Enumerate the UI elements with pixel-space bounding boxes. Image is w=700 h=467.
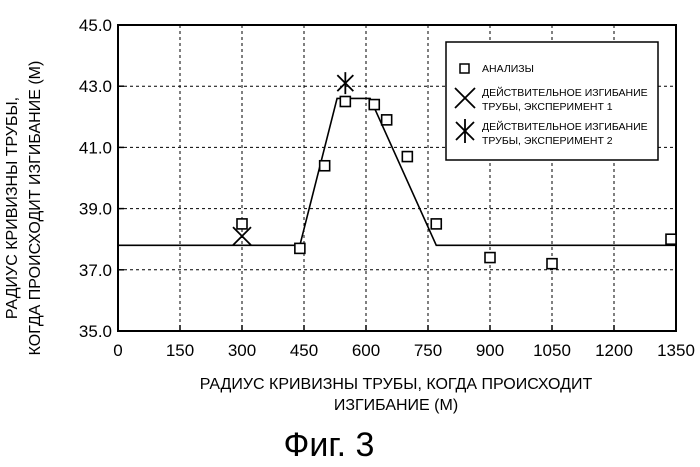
series-0-point-0	[237, 219, 247, 229]
series-0-point-6	[402, 152, 412, 162]
legend-label-experiment-1-line2: ТРУБЫ, ЭКСПЕРИМЕНТ 1	[482, 101, 613, 113]
series-0-point-4	[369, 100, 379, 110]
x-axis-title-line2: ИЗГИБАНИЕ (М)	[334, 397, 458, 414]
series-0-point-7	[431, 219, 441, 229]
figure-caption: Фиг. 3	[284, 426, 375, 464]
y-tick-label-0: 35.0	[79, 322, 112, 341]
legend-label-experiment-1-line1: ДЕЙСТВИТЕЛЬНОЕ ИЗГИБАНИЕ	[482, 86, 648, 99]
x-axis-title-line1: РАДИУС КРИВИЗНЫ ТРУБЫ, КОГДА ПРОИСХОДИТ	[200, 376, 593, 393]
x-tick-label-4: 600	[352, 341, 380, 360]
legend-label-experiment-2-line1: ДЕЙСТВИТЕЛЬНОЕ ИЗГИБАНИЕ	[482, 120, 648, 133]
x-tick-label-9: 1350	[657, 341, 695, 360]
series-0-point-8	[485, 253, 495, 263]
y-tick-label-5: 45.0	[79, 16, 112, 35]
y-tick-label-3: 41.0	[79, 138, 112, 157]
x-tick-label-5: 750	[414, 341, 442, 360]
y-axis-title-line1: РАДИУС КРИВИЗНЫ ТРУБЫ,	[4, 97, 21, 319]
legend-label-experiment-2-line2: ТРУБЫ, ЭКСПЕРИМЕНТ 2	[482, 135, 613, 147]
series-0-point-3	[340, 97, 350, 107]
x-tick-label-8: 1200	[595, 341, 633, 360]
x-tick-label-2: 300	[228, 341, 256, 360]
x-tick-label-7: 1050	[533, 341, 571, 360]
x-tick-label-0: 0	[113, 341, 122, 360]
series-0-point-5	[382, 115, 392, 125]
legend: АНАЛИЗЫ ДЕЙСТВИТЕЛЬНОЕ ИЗГИБАНИЕ ТРУБЫ, …	[446, 42, 658, 160]
y-axis-title-line2: КОГДА ПРОИСХОДИТ ИЗГИБАНИЕ (М)	[27, 61, 44, 356]
legend-label-analysis: АНАЛИЗЫ	[482, 63, 534, 75]
y-tick-label-4: 43.0	[79, 77, 112, 96]
x-tick-label-3: 450	[290, 341, 318, 360]
series-2-point-0	[337, 72, 353, 94]
y-tick-label-1: 37.0	[79, 261, 112, 280]
series-0-point-1	[295, 243, 305, 253]
series-0-point-10	[666, 234, 676, 244]
y-tick-label-2: 39.0	[79, 200, 112, 219]
series-0-point-2	[320, 161, 330, 171]
x-tick-label-1: 150	[166, 341, 194, 360]
series-0-point-9	[547, 259, 557, 269]
x-tick-label-6: 900	[476, 341, 504, 360]
